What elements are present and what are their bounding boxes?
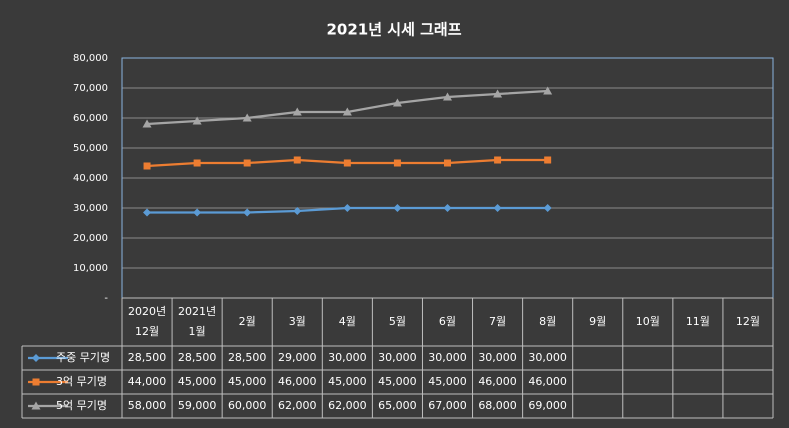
table-value: 28,500 [128, 351, 167, 364]
table-value: 62,000 [328, 399, 367, 412]
table-value: 30,000 [328, 351, 367, 364]
table-value: 46,000 [478, 375, 517, 388]
x-tick-label: 6월 [438, 315, 457, 328]
marker [342, 107, 352, 116]
marker [393, 159, 401, 167]
table-value: 59,000 [178, 399, 217, 412]
marker [543, 86, 553, 95]
y-tick-label: 80,000 [73, 53, 108, 64]
legend-label: 5억 무기명 [56, 399, 107, 412]
marker [193, 159, 201, 167]
table-value: 28,500 [178, 351, 217, 364]
y-tick-label: 20,000 [73, 233, 108, 244]
table-value: 46,000 [528, 375, 567, 388]
table-value: 30,000 [528, 351, 567, 364]
x-tick-label: 11월 [685, 315, 710, 328]
marker [544, 156, 552, 164]
y-tick-label: 60,000 [73, 113, 108, 124]
chart-title: 2021년 시세 그래프 [327, 21, 462, 39]
marker [143, 162, 151, 170]
x-tick-label: 12월 [735, 315, 761, 328]
legend-marker [32, 378, 40, 386]
x-tick-label: 9월 [589, 315, 607, 328]
marker [143, 208, 152, 217]
marker [494, 156, 502, 164]
marker [392, 98, 402, 107]
series-line [146, 89, 548, 126]
marker [142, 119, 152, 128]
table-value: 69,000 [528, 399, 567, 412]
table-value: 30,000 [478, 351, 517, 364]
marker [193, 208, 202, 217]
table-value: 30,000 [428, 351, 467, 364]
y-tick-label: 10,000 [73, 263, 108, 274]
marker [393, 204, 402, 212]
x-tick-label: 10월 [635, 315, 660, 328]
marker [493, 204, 502, 212]
table-value: 60,000 [228, 399, 267, 412]
table-value: 45,000 [228, 375, 267, 388]
marker [443, 204, 452, 212]
x-tick-label: 2020년 12월 [127, 305, 167, 338]
marker [444, 159, 451, 167]
y-tick-label: 30,000 [73, 203, 108, 214]
marker [443, 92, 452, 101]
legend-marker [32, 354, 40, 362]
y-tick-label: 40,000 [73, 173, 108, 184]
table-value: 58,000 [128, 399, 167, 412]
marker [192, 116, 202, 125]
x-tick-label: 7월 [489, 315, 507, 328]
marker [293, 156, 301, 164]
table-value: 62,000 [278, 399, 317, 412]
table-value: 46,000 [278, 375, 317, 388]
table-value: 68,000 [478, 399, 517, 412]
x-tick-label: 4월 [338, 315, 356, 328]
marker [242, 113, 252, 122]
x-tick-label: 5월 [388, 315, 406, 328]
table-value: 65,000 [378, 399, 417, 412]
table-value: 45,000 [428, 375, 467, 388]
marker [243, 159, 251, 167]
table-value: 45,000 [178, 375, 217, 388]
marker [493, 89, 503, 98]
table-value: 67,000 [428, 399, 467, 412]
table-value: 30,000 [378, 351, 417, 364]
x-tick-label: 8월 [539, 315, 557, 328]
table-value: 28,500 [228, 351, 267, 364]
table-value: 29,000 [278, 351, 317, 364]
marker [293, 207, 302, 215]
marker [243, 208, 252, 217]
legend-label: 주중 무기명 [56, 351, 110, 364]
marker [543, 204, 552, 212]
table-value: 45,000 [378, 375, 417, 388]
marker [292, 107, 302, 116]
x-tick-label: 2021년 1월 [178, 305, 217, 338]
x-tick-label: 3월 [288, 315, 306, 328]
marker [343, 204, 352, 212]
y-tick-label: - [104, 293, 108, 304]
table-value: 44,000 [128, 375, 167, 388]
legend-marker [31, 401, 41, 410]
y-tick-label: 70,000 [73, 83, 108, 94]
table-value: 45,000 [328, 375, 367, 388]
marker [343, 159, 351, 167]
y-tick-label: 50,000 [73, 143, 108, 154]
legend-label: 3억 무기명 [56, 375, 107, 388]
x-tick-label: 2월 [238, 315, 256, 328]
